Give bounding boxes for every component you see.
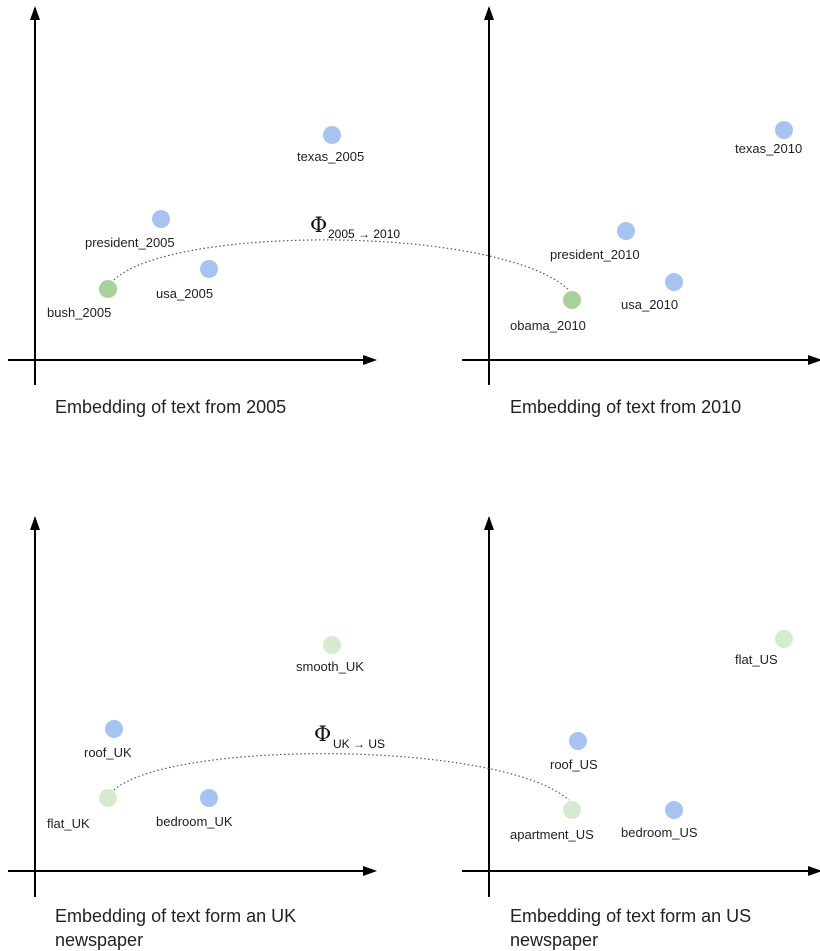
point-bedroom-us (665, 801, 683, 819)
point-usa-2010 (665, 273, 683, 291)
point-flat-uk (99, 789, 117, 807)
caption-top-right: Embedding of text from 2010 (510, 397, 741, 417)
bottom-mapping-subscript: UK → US (333, 737, 385, 751)
label-bedroom-uk: bedroom_UK (156, 814, 233, 829)
label-texas-2010: texas_2010 (735, 141, 802, 156)
label-flat-uk: flat_UK (47, 816, 90, 831)
point-texas-2010 (775, 121, 793, 139)
label-roof-uk: roof_UK (84, 745, 132, 760)
point-bush-2005 (99, 280, 117, 298)
caption-bottom-left-line2: newspaper (55, 930, 143, 950)
point-president-2010 (617, 222, 635, 240)
point-usa-2005 (200, 260, 218, 278)
caption-bottom-right-line2: newspaper (510, 930, 598, 950)
label-usa-2005: usa_2005 (156, 286, 213, 301)
caption-bottom-right-line1: Embedding of text form an US (510, 906, 751, 926)
point-apartment-us (563, 801, 581, 819)
point-roof-uk (105, 720, 123, 738)
label-flat-us: flat_US (735, 652, 778, 667)
caption-top-left: Embedding of text from 2005 (55, 397, 286, 417)
top-mapping-phi: Φ (310, 213, 327, 237)
bottom-right-panel: flat_US roof_US apartment_US bedroom_US … (462, 516, 820, 950)
point-flat-us (775, 630, 793, 648)
point-obama-2010 (563, 291, 581, 309)
label-smooth-uk: smooth_UK (296, 659, 364, 674)
label-president-2010: president_2010 (550, 247, 640, 262)
label-president-2005: president_2005 (85, 235, 175, 250)
top-left-panel: texas_2005 president_2005 usa_2005 bush_… (8, 6, 377, 417)
point-bedroom-uk (200, 789, 218, 807)
top-right-panel: texas_2010 president_2010 usa_2010 obama… (462, 6, 820, 417)
top-mapping-subscript: 2005 → 2010 (328, 227, 400, 241)
point-texas-2005 (323, 126, 341, 144)
label-obama-2010: obama_2010 (510, 318, 586, 333)
label-apartment-us: apartment_US (510, 827, 594, 842)
label-texas-2005: texas_2005 (297, 149, 364, 164)
point-smooth-uk (323, 636, 341, 654)
bottom-mapping-arc (113, 753, 570, 801)
top-mapping-arc (113, 239, 570, 291)
bottom-mapping-phi: Φ (314, 722, 331, 746)
bottom-left-panel: smooth_UK roof_UK flat_UK bedroom_UK Emb… (8, 516, 377, 950)
label-bedroom-us: bedroom_US (621, 825, 698, 840)
caption-bottom-left-line1: Embedding of text form an UK (55, 906, 296, 926)
point-roof-us (569, 732, 587, 750)
label-usa-2010: usa_2010 (621, 297, 678, 312)
label-roof-us: roof_US (550, 757, 598, 772)
point-president-2005 (152, 210, 170, 228)
label-bush-2005: bush_2005 (47, 305, 111, 320)
